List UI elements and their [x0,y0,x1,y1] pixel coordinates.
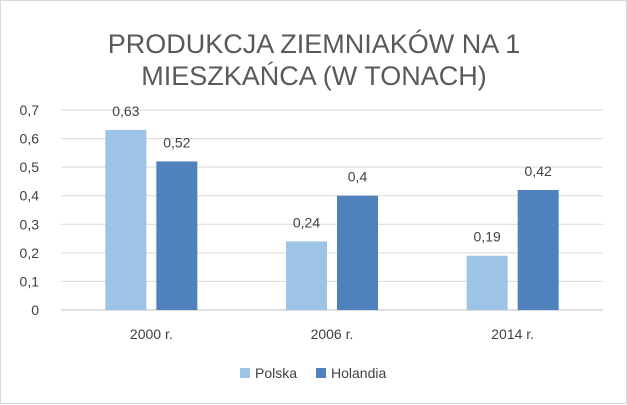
y-tick-label: 0,4 [20,188,40,204]
data-label: 0,4 [348,169,368,185]
legend-label-polska: Polska [255,365,297,381]
chart-title-line-2: MIESZKAŃCA (W TONACH) [141,61,487,91]
x-tick-label: 2000 r. [130,326,173,342]
data-label: 0,52 [163,134,190,150]
legend: Polska Holandia [240,365,386,381]
gridlines [61,109,603,311]
data-label: 0,63 [112,103,139,119]
legend-label-holandia: Holandia [331,365,386,381]
bar-polska-0 [105,130,147,310]
y-tick-label: 0,3 [20,216,40,232]
x-tick-label: 2014 r. [491,326,534,342]
x-axis-tick-labels: 2000 r. 2006 r. 2014 r. [130,326,534,342]
bar-holandia-1 [337,195,378,310]
y-tick-label: 0 [31,302,39,318]
y-axis-tick-labels: 0 0,1 0,2 0,3 0,4 0,5 0,6 0,7 [20,102,40,318]
y-tick-label: 0,1 [20,273,40,289]
chart-title-line-1: PRODUKCJA ZIEMNIAKÓW NA 1 [108,28,521,59]
legend-swatch-holandia [316,368,326,378]
legend-swatch-polska [240,368,250,378]
data-label: 0,42 [525,163,552,179]
x-tick-label: 2006 r. [311,326,354,342]
y-tick-label: 0,5 [20,159,40,175]
y-tick-label: 0,2 [20,245,40,261]
data-label: 0,19 [474,229,501,245]
y-tick-label: 0,7 [20,102,40,118]
bar-polska-2 [466,255,508,310]
bar-holandia-2 [517,190,559,310]
bars [105,130,559,310]
y-tick-label: 0,6 [20,131,40,147]
bar-holandia-0 [156,161,198,310]
bar-polska-1 [286,241,327,310]
data-labels: 0,63 0,52 0,24 0,4 0,19 0,42 [112,103,552,245]
data-label: 0,24 [293,214,320,230]
